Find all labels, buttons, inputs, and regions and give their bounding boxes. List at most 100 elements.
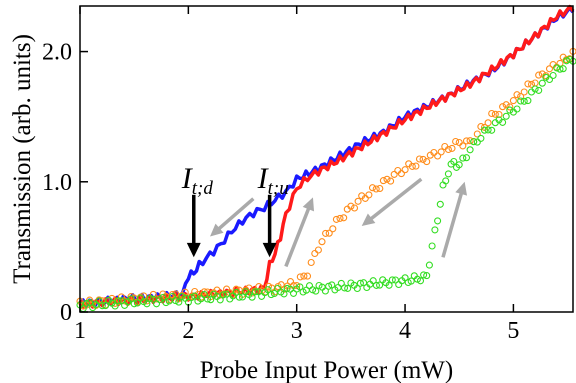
series-2-marker	[527, 80, 536, 88]
series-3-marker	[235, 293, 243, 301]
series-3-markers	[76, 55, 576, 313]
annotation-subscript: t;u	[268, 178, 289, 199]
series-3-marker	[360, 279, 368, 287]
series-3-marker	[388, 276, 396, 284]
series-2-marker	[336, 214, 344, 222]
series-3-marker	[431, 226, 439, 234]
series-2-marker	[444, 145, 452, 154]
series-3-marker	[325, 282, 333, 290]
x-tick-label: 3	[291, 318, 303, 344]
series-2-marker	[491, 110, 499, 118]
series-2-marker	[538, 70, 546, 78]
series-3-marker	[238, 293, 247, 301]
series-3-marker	[270, 289, 278, 298]
series-2-marker	[401, 166, 409, 174]
series-3-marker	[127, 295, 135, 303]
tick-layer: 1 2 3 4 5 0 1.0 2.0	[42, 6, 519, 344]
series-3-marker	[207, 296, 215, 304]
series-2-marker	[376, 184, 384, 193]
series-3-marker	[434, 217, 442, 225]
series-3-marker	[466, 146, 474, 154]
series-2-marker	[513, 91, 521, 99]
series-3-marker	[502, 112, 510, 120]
direction-arrow-5-shaft	[441, 192, 464, 258]
series-2-marker	[318, 238, 326, 246]
series-2-marker	[517, 92, 525, 101]
series-3-marker	[117, 297, 125, 305]
direction-arrow-3-head	[302, 197, 315, 212]
series-2-marker	[430, 148, 438, 157]
series-3-marker	[187, 293, 196, 302]
series-2-marker	[303, 272, 312, 280]
x-tick-label: 1	[74, 318, 86, 344]
series-3-marker	[473, 138, 481, 146]
series-2-marker	[415, 155, 424, 163]
series-3-marker	[321, 287, 329, 295]
series-3-marker	[459, 154, 467, 162]
series-2-marker	[488, 109, 496, 118]
series-2-marker	[168, 290, 176, 299]
series-3-marker	[517, 97, 525, 105]
series-2-marker	[368, 184, 377, 192]
series-2-marker	[383, 175, 391, 183]
series-2-marker	[372, 185, 380, 193]
series-3-marker	[425, 261, 433, 269]
series-2-marker	[423, 158, 431, 166]
series-2-marker	[473, 130, 481, 138]
annotation-main: I	[181, 162, 194, 195]
series-2-marker	[390, 170, 398, 178]
series-2-marker	[466, 137, 474, 145]
series-2-marker	[332, 215, 340, 223]
series-3-marker	[480, 126, 489, 134]
direction-arrow-4-shaft	[369, 177, 423, 221]
series-3-marker	[428, 242, 436, 250]
series-2-marker	[340, 214, 348, 222]
series-3-marker	[309, 286, 317, 294]
series-3-marker	[524, 97, 532, 105]
series-3-marker	[535, 86, 543, 94]
series-3-marker	[520, 97, 528, 105]
annotation-subscript: t;d	[192, 178, 214, 199]
series-2-marker	[477, 123, 485, 131]
series-2-marker	[329, 225, 337, 233]
series-2-marker	[434, 152, 442, 160]
series-2-marker	[286, 278, 295, 286]
series-3-marker	[344, 284, 352, 292]
series-3-marker	[111, 302, 119, 310]
series-2-marker	[499, 103, 507, 111]
series-3-marker	[312, 287, 320, 295]
series-2-marker	[502, 101, 510, 109]
series-2-marker	[419, 155, 427, 163]
series-3-marker	[376, 281, 384, 289]
series-2-marker	[200, 288, 208, 296]
series-2-marker	[311, 249, 319, 258]
series-3-marker	[248, 293, 256, 301]
series-3-marker	[283, 284, 291, 292]
series-3-marker	[114, 297, 122, 305]
series-2-marker	[296, 273, 304, 281]
direction-arrow-4-head	[361, 213, 376, 227]
series-3-marker	[499, 118, 507, 126]
series-2-marker	[524, 80, 532, 88]
series-3-marker	[356, 279, 364, 287]
series-3-marker	[484, 126, 492, 134]
y-tick-label: 0	[60, 300, 72, 326]
x-tick-label: 2	[182, 318, 194, 344]
series-3-marker	[442, 177, 450, 185]
series-3-marker	[175, 298, 183, 306]
series-3-marker	[267, 291, 275, 299]
series-3-marker	[296, 283, 304, 291]
series-3-marker	[462, 154, 471, 162]
series-3-marker	[232, 288, 240, 296]
series-3-marker	[95, 297, 103, 305]
series-3-marker	[542, 73, 550, 81]
series-2-markers	[76, 47, 576, 310]
arrow-layer	[186, 177, 468, 268]
y-tick-label: 2.0	[42, 40, 72, 66]
annotation-label-1: It;u	[257, 162, 289, 199]
series-2-marker	[448, 144, 456, 152]
series-2-marker	[459, 142, 467, 150]
series-2-marker	[350, 204, 359, 212]
x-tick-label: 5	[507, 318, 519, 344]
series-3-marker	[328, 281, 336, 289]
